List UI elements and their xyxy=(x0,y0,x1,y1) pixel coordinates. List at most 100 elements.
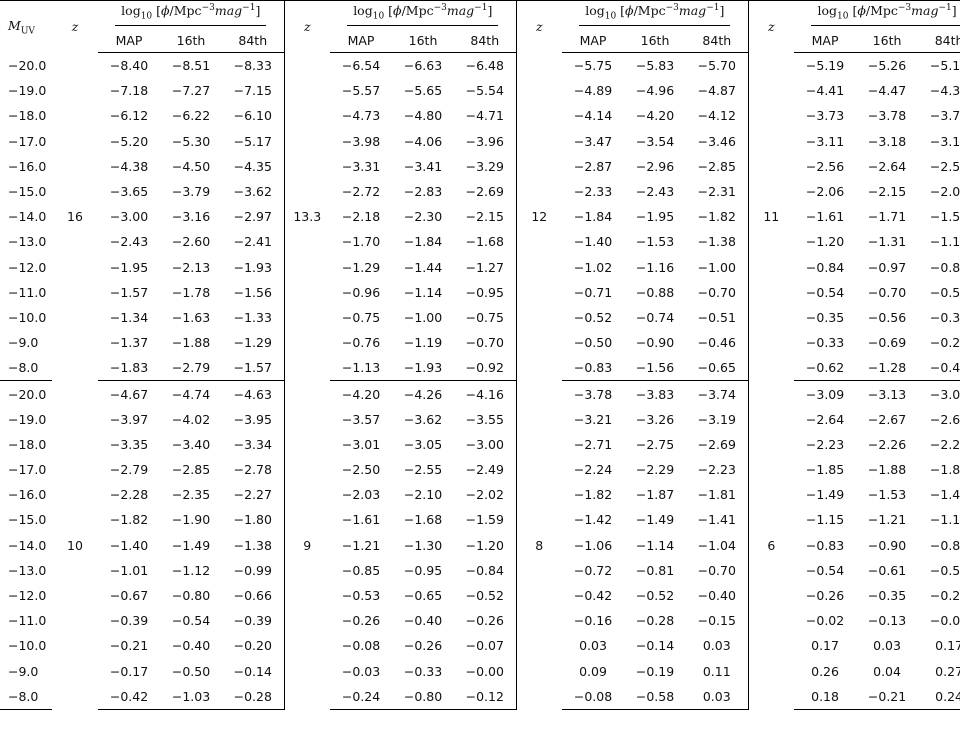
phi-value: −4.06 xyxy=(403,133,443,149)
phi-value: −0.14 xyxy=(233,663,272,679)
muv-value: −9.0 xyxy=(8,335,39,351)
phi-value: −1.38 xyxy=(233,537,272,553)
phi-value: 0.04 xyxy=(873,663,901,679)
phi-value: −0.52 xyxy=(573,309,613,325)
phi-value: −2.27 xyxy=(233,487,272,503)
phi-value: −3.78 xyxy=(867,108,907,124)
muv-value: −15.0 xyxy=(8,184,47,200)
muv-value: −17.0 xyxy=(8,133,47,149)
muv-value: −14.0 xyxy=(8,209,47,225)
phi-value: −4.14 xyxy=(573,108,613,124)
phi-value: −8.33 xyxy=(233,58,272,74)
z-value: 16 xyxy=(67,209,83,225)
phi-unit-header: log10 [ϕ/Mpc−3mag−1] xyxy=(794,0,960,28)
phi-value: 0.03 xyxy=(873,638,901,654)
table-row: −16.0 −4.38 −4.50 −4.35 −3.31 −3.41 −3.29 −2.87… xyxy=(0,154,960,179)
phi-value: −1.82 xyxy=(109,512,149,528)
phi-value: −6.12 xyxy=(109,108,149,124)
phi-value: 0.27 xyxy=(935,663,960,679)
phi-value: −1.49 xyxy=(171,537,211,553)
phi-value: −1.14 xyxy=(929,512,960,528)
phi-value: −2.33 xyxy=(573,184,613,200)
phi-value: −0.00 xyxy=(465,663,504,679)
phi-value: −1.00 xyxy=(403,309,443,325)
muv-value: −10.0 xyxy=(8,309,47,325)
phi-value: −0.26 xyxy=(465,613,504,629)
phi-value: −4.87 xyxy=(697,83,736,99)
muv-value: −12.0 xyxy=(8,259,47,275)
phi-value: −0.26 xyxy=(403,638,443,654)
phi-value: −7.15 xyxy=(233,83,272,99)
phi-value: −0.84 xyxy=(465,562,504,578)
phi-value: −3.13 xyxy=(867,386,907,402)
muv-value: −13.0 xyxy=(8,234,47,250)
z-value: 8 xyxy=(515,380,563,710)
phi-value: −4.73 xyxy=(341,108,381,124)
phi-value: −2.49 xyxy=(465,462,504,478)
phi-value: −1.40 xyxy=(109,537,149,553)
phi-value: −5.83 xyxy=(635,58,675,74)
phi-value: −0.88 xyxy=(635,284,675,300)
phi-value: −0.52 xyxy=(929,562,960,578)
phi-value: 0.11 xyxy=(702,663,731,679)
phi-value: −3.31 xyxy=(341,158,381,174)
phi-value: −0.14 xyxy=(635,638,675,654)
phi-value: −0.83 xyxy=(805,537,845,553)
phi-value: −1.27 xyxy=(465,259,504,275)
z-value: 9 xyxy=(283,380,331,710)
phi-value: −0.56 xyxy=(867,309,907,325)
column-label: MAP xyxy=(98,28,160,53)
phi-value: −4.39 xyxy=(929,83,960,99)
phi-value: −4.35 xyxy=(233,158,272,174)
phi-value: −4.41 xyxy=(805,83,845,99)
phi-value: −2.31 xyxy=(697,184,736,200)
muv-value: −11.0 xyxy=(8,613,47,629)
phi-value: −5.65 xyxy=(403,83,443,99)
column-label: 16th xyxy=(160,28,222,53)
phi-value: −4.26 xyxy=(403,386,443,402)
phi-value: −0.90 xyxy=(635,335,675,351)
phi-value: −3.29 xyxy=(465,158,504,174)
phi-value: −4.67 xyxy=(109,386,149,402)
phi-value: −2.71 xyxy=(573,436,613,452)
phi-value: −1.20 xyxy=(805,234,845,250)
phi-value: −0.82 xyxy=(929,259,960,275)
phi-value: −0.33 xyxy=(805,335,845,351)
phi-value: −1.37 xyxy=(109,335,149,351)
phi-value: −3.05 xyxy=(929,386,960,402)
column-label: 84th xyxy=(454,28,517,53)
phi-value: −1.56 xyxy=(624,355,687,382)
phi-value: −4.02 xyxy=(171,411,211,427)
phi-value: −0.95 xyxy=(465,284,504,300)
phi-value: −0.50 xyxy=(573,335,613,351)
phi-value: −2.75 xyxy=(635,436,675,452)
phi-value: −1.71 xyxy=(867,209,907,225)
phi-value: −5.57 xyxy=(341,83,381,99)
phi-value: −1.00 xyxy=(697,259,736,275)
phi-value: −3.26 xyxy=(635,411,675,427)
column-label: 16th xyxy=(624,28,687,53)
phi-value: −0.74 xyxy=(635,309,675,325)
phi-value: −0.70 xyxy=(697,284,736,300)
phi-value: −3.71 xyxy=(929,108,960,124)
phi-value: −2.18 xyxy=(341,209,381,225)
phi-value: −4.80 xyxy=(403,108,443,124)
phi-value: −0.51 xyxy=(697,309,736,325)
phi-value: −3.46 xyxy=(697,133,736,149)
phi-value: −8.40 xyxy=(109,58,149,74)
muv-value: −10.0 xyxy=(8,638,47,654)
table-row: −16.0 −2.28 −2.35 −2.27 −2.03 −2.10 −2.02 −1.82… xyxy=(0,482,960,507)
phi-value: −2.10 xyxy=(403,487,443,503)
phi-value: −1.16 xyxy=(635,259,675,275)
phi-value: −1.78 xyxy=(171,284,211,300)
z-value: 11 xyxy=(747,52,795,381)
phi-value: −0.03 xyxy=(341,663,381,679)
phi-value: −1.88 xyxy=(171,335,211,351)
phi-value: −2.97 xyxy=(233,209,272,225)
phi-value: −3.55 xyxy=(465,411,504,427)
phi-value: −2.23 xyxy=(805,436,845,452)
phi-value: −2.79 xyxy=(160,355,222,382)
phi-value: −2.67 xyxy=(867,411,907,427)
phi-value: −2.50 xyxy=(341,462,381,478)
phi-value: −1.83 xyxy=(98,355,160,382)
